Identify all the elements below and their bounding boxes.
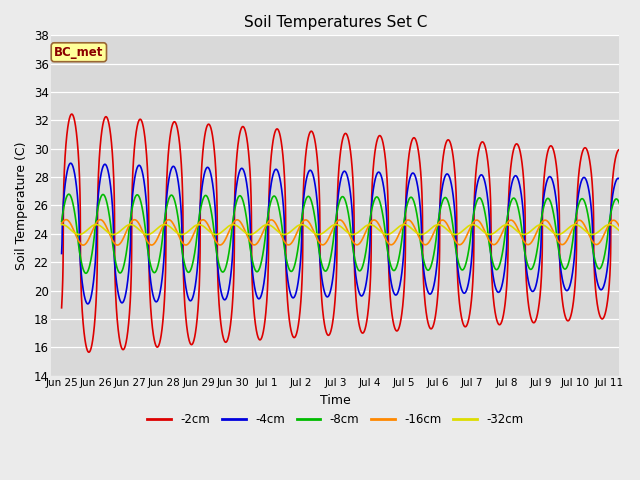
Legend: -2cm, -4cm, -8cm, -16cm, -32cm: -2cm, -4cm, -8cm, -16cm, -32cm [143, 408, 528, 431]
X-axis label: Time: Time [320, 394, 351, 407]
Text: BC_met: BC_met [54, 46, 104, 59]
Y-axis label: Soil Temperature (C): Soil Temperature (C) [15, 141, 28, 270]
Title: Soil Temperatures Set C: Soil Temperatures Set C [244, 15, 427, 30]
